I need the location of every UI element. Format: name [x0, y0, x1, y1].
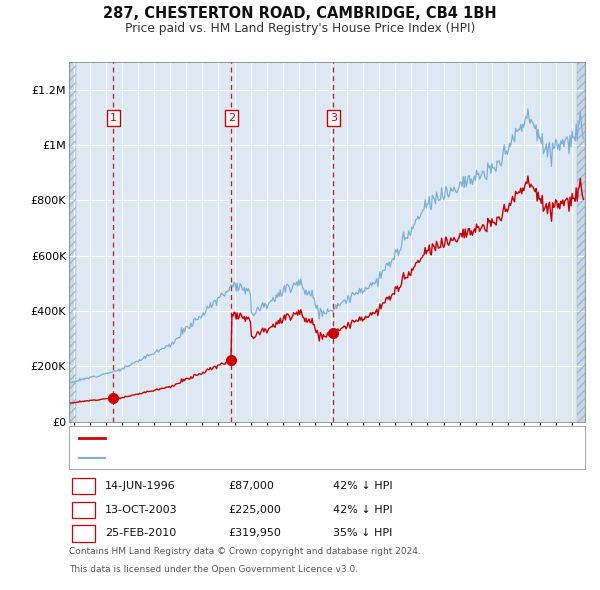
Text: 2: 2	[227, 113, 235, 123]
Text: 287, CHESTERTON ROAD, CAMBRIDGE, CB4 1BH: 287, CHESTERTON ROAD, CAMBRIDGE, CB4 1BH	[103, 6, 497, 21]
Text: Contains HM Land Registry data © Crown copyright and database right 2024.: Contains HM Land Registry data © Crown c…	[69, 547, 421, 556]
Text: £225,000: £225,000	[228, 505, 281, 514]
Text: £319,950: £319,950	[228, 529, 281, 538]
Text: 287, CHESTERTON ROAD, CAMBRIDGE, CB4 1BH (detached house): 287, CHESTERTON ROAD, CAMBRIDGE, CB4 1BH…	[111, 433, 458, 443]
Text: 42% ↓ HPI: 42% ↓ HPI	[333, 481, 392, 491]
Text: 35% ↓ HPI: 35% ↓ HPI	[333, 529, 392, 538]
Bar	[69, 62, 76, 422]
Bar	[577, 62, 585, 422]
Text: 3: 3	[330, 113, 337, 123]
Text: £87,000: £87,000	[228, 481, 274, 491]
Text: This data is licensed under the Open Government Licence v3.0.: This data is licensed under the Open Gov…	[69, 565, 358, 573]
Text: 42% ↓ HPI: 42% ↓ HPI	[333, 505, 392, 514]
Text: HPI: Average price, detached house, Cambridge: HPI: Average price, detached house, Camb…	[111, 453, 361, 463]
Text: 1: 1	[80, 481, 87, 491]
Bar	[69, 62, 76, 422]
Text: 13-OCT-2003: 13-OCT-2003	[105, 505, 178, 514]
Text: 3: 3	[80, 529, 87, 538]
Bar	[577, 62, 585, 422]
Text: 14-JUN-1996: 14-JUN-1996	[105, 481, 176, 491]
Text: Price paid vs. HM Land Registry's House Price Index (HPI): Price paid vs. HM Land Registry's House …	[125, 22, 475, 35]
Text: 1: 1	[110, 113, 117, 123]
Text: 2: 2	[80, 505, 87, 514]
Text: 25-FEB-2010: 25-FEB-2010	[105, 529, 176, 538]
